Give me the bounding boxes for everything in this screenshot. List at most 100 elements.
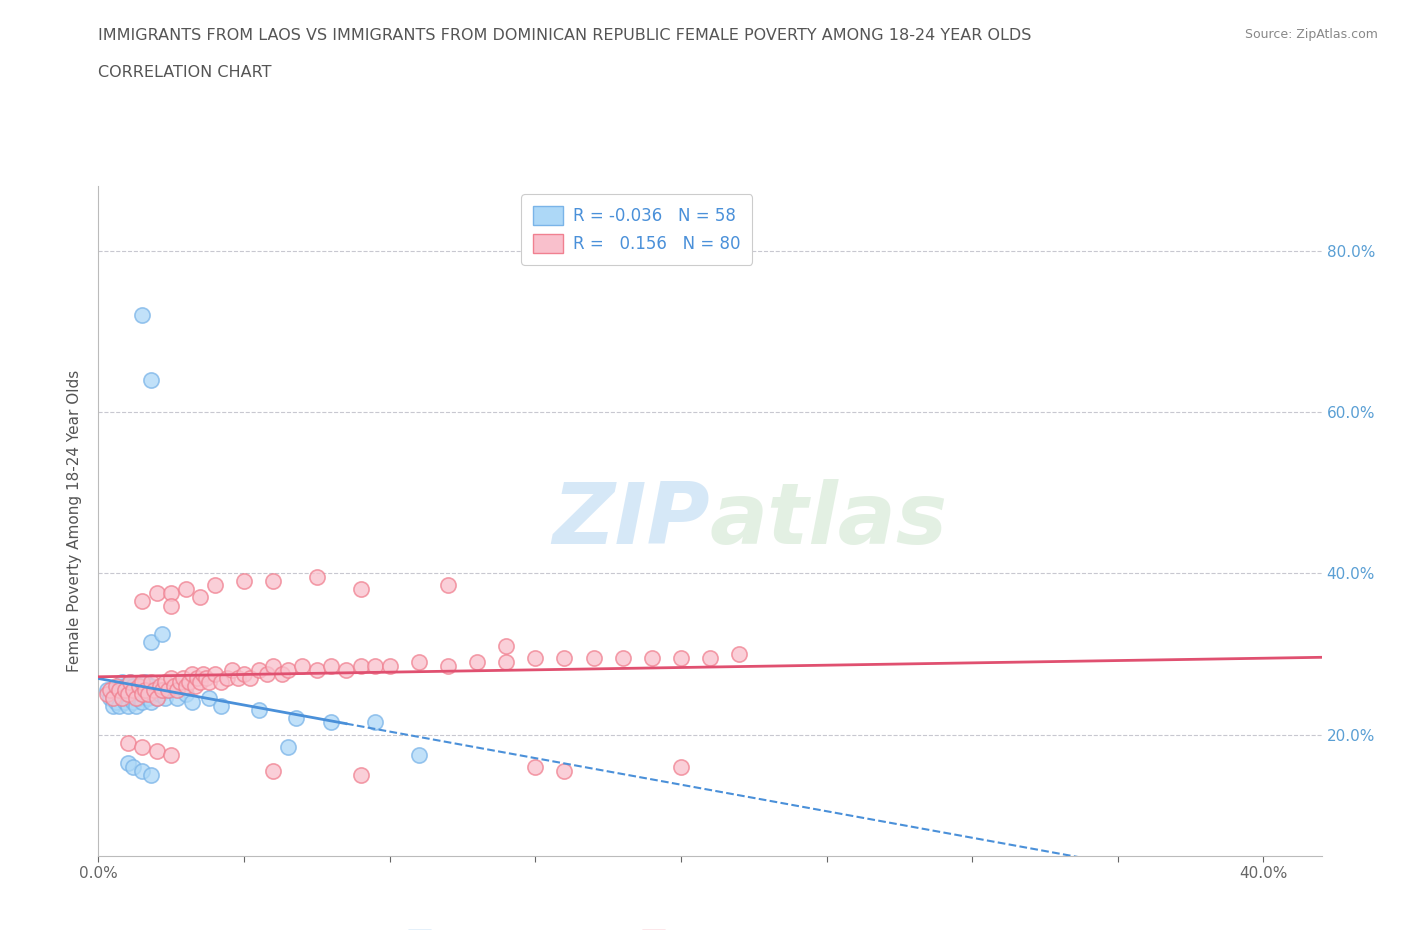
Point	[120, 674, 142, 689]
Point	[524, 760, 547, 775]
Text: ZIP: ZIP	[553, 479, 710, 563]
Point	[122, 683, 145, 698]
Point	[321, 658, 343, 673]
Point	[114, 679, 136, 694]
Point	[408, 748, 430, 763]
Point	[131, 764, 153, 778]
Point	[111, 691, 134, 706]
Point	[149, 679, 172, 694]
Point	[98, 683, 121, 698]
Point	[174, 582, 197, 597]
Point	[305, 662, 328, 677]
Point	[188, 590, 212, 604]
Point	[335, 662, 357, 677]
Point	[262, 764, 284, 778]
Point	[136, 691, 159, 706]
Point	[117, 755, 139, 770]
Text: IMMIGRANTS FROM LAOS VS IMMIGRANTS FROM DOMINICAN REPUBLIC FEMALE POVERTY AMONG : IMMIGRANTS FROM LAOS VS IMMIGRANTS FROM …	[98, 28, 1032, 43]
Point	[226, 671, 249, 685]
Point	[122, 679, 145, 694]
Point	[209, 674, 232, 689]
Point	[221, 662, 243, 677]
Point	[134, 687, 156, 702]
Point	[321, 715, 343, 730]
Point	[495, 638, 517, 653]
Point	[160, 586, 183, 601]
Point	[157, 683, 180, 698]
Point	[728, 646, 751, 661]
Y-axis label: Female Poverty Among 18-24 Year Olds: Female Poverty Among 18-24 Year Olds	[67, 370, 83, 672]
Point	[104, 683, 127, 698]
Point	[163, 679, 186, 694]
Point	[122, 683, 145, 698]
Point	[291, 658, 314, 673]
Point	[160, 598, 183, 613]
Point	[120, 674, 142, 689]
Legend: Immigrants from Laos, Immigrants from Dominican Republic: Immigrants from Laos, Immigrants from Do…	[402, 923, 969, 930]
Point	[262, 574, 284, 589]
Point	[277, 662, 299, 677]
Point	[131, 683, 153, 698]
Point	[166, 691, 188, 706]
Point	[96, 687, 118, 702]
Point	[233, 667, 256, 682]
Point	[669, 650, 692, 665]
Point	[174, 687, 197, 702]
Point	[198, 674, 221, 689]
Point	[349, 658, 371, 673]
Point	[553, 764, 575, 778]
Point	[104, 679, 127, 694]
Point	[128, 691, 150, 706]
Point	[465, 655, 488, 670]
Point	[131, 739, 153, 754]
Point	[233, 574, 256, 589]
Point	[101, 691, 124, 706]
Point	[108, 687, 131, 702]
Point	[582, 650, 605, 665]
Point	[262, 658, 284, 673]
Point	[111, 691, 134, 706]
Point	[117, 683, 139, 698]
Point	[120, 687, 142, 702]
Point	[134, 674, 156, 689]
Point	[139, 674, 162, 689]
Point	[139, 767, 162, 782]
Point	[166, 683, 188, 698]
Point	[98, 691, 121, 706]
Point	[96, 683, 118, 698]
Point	[142, 683, 165, 698]
Point	[131, 674, 153, 689]
Point	[180, 695, 202, 710]
Point	[204, 667, 226, 682]
Point	[111, 674, 134, 689]
Point	[101, 699, 124, 714]
Point	[101, 691, 124, 706]
Text: atlas: atlas	[710, 479, 948, 563]
Point	[172, 671, 194, 685]
Point	[117, 691, 139, 706]
Point	[114, 683, 136, 698]
Point	[174, 679, 197, 694]
Point	[131, 594, 153, 609]
Point	[270, 667, 294, 682]
Point	[669, 760, 692, 775]
Point	[408, 655, 430, 670]
Point	[378, 658, 401, 673]
Point	[149, 687, 172, 702]
Point	[437, 578, 460, 592]
Point	[152, 626, 174, 641]
Point	[553, 650, 575, 665]
Point	[152, 683, 174, 698]
Point	[495, 655, 517, 670]
Point	[285, 711, 308, 726]
Point	[152, 683, 174, 698]
Point	[349, 582, 371, 597]
Point	[160, 683, 183, 698]
Point	[145, 683, 167, 698]
Point	[139, 695, 162, 710]
Point	[108, 683, 131, 698]
Point	[177, 674, 200, 689]
Point	[136, 687, 159, 702]
Point	[188, 674, 212, 689]
Point	[145, 691, 167, 706]
